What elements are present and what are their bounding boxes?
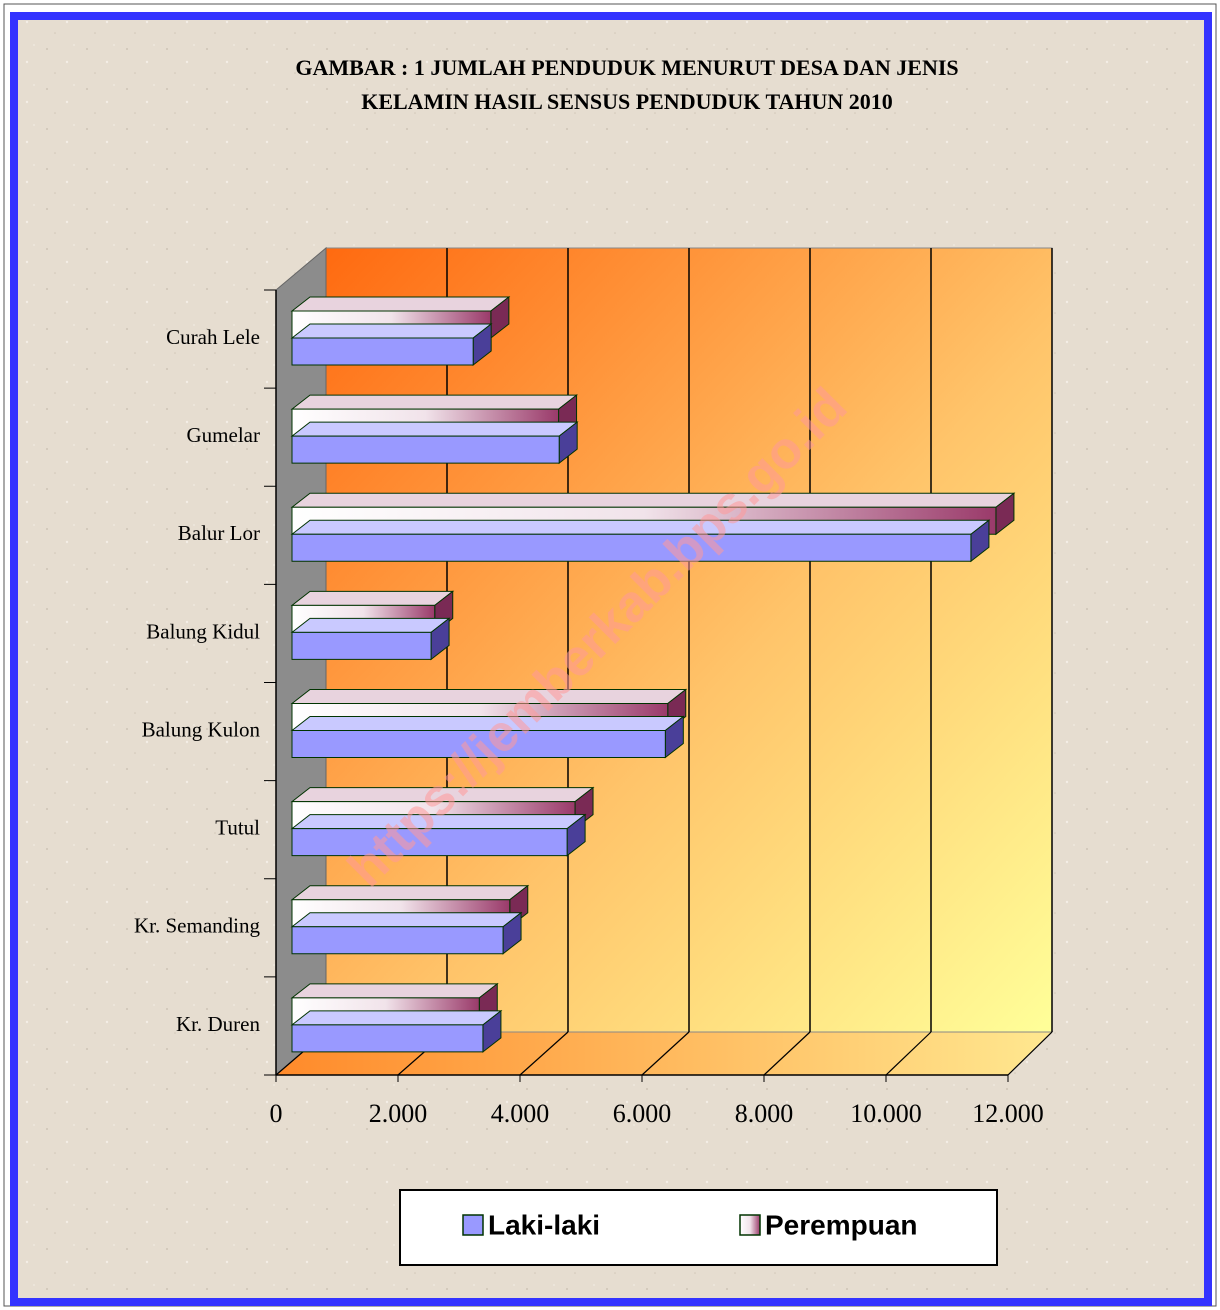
x-tick-label: 12.000	[972, 1099, 1044, 1128]
y-tick-label: Kr. Semanding	[134, 914, 260, 938]
chart-title: KELAMIN HASIL SENSUS PENDUDUK TAHUN 2010	[361, 89, 893, 114]
x-tick-label: 4.000	[491, 1099, 550, 1128]
bar-top	[290, 617, 451, 633]
floor-line	[519, 1031, 569, 1076]
bar-top	[290, 492, 1016, 508]
bar-top	[290, 1010, 503, 1026]
x-tick-label: 0	[270, 1099, 283, 1128]
x-tick-label: 10.000	[850, 1099, 922, 1128]
bar	[291, 1024, 484, 1053]
bar-top	[290, 421, 579, 437]
legend-swatch	[462, 1214, 484, 1236]
legend-label: Laki-laki	[488, 1209, 600, 1240]
bar	[291, 337, 474, 366]
bar	[291, 631, 432, 660]
bar-top	[290, 689, 688, 704]
bar	[291, 926, 504, 955]
floor-line	[763, 1031, 811, 1076]
bar-top	[290, 296, 511, 312]
bar-top	[290, 590, 455, 606]
legend	[399, 1189, 998, 1266]
bar-top	[290, 519, 991, 535]
plot: 0 2.000 4.000 6.000 8.000 10.000 12.000 Curah L…	[134, 248, 1053, 1128]
y-tick-label: Balung Kidul	[146, 619, 260, 643]
bar-top	[290, 912, 523, 928]
legend-swatch	[739, 1214, 761, 1236]
floor-line	[641, 1031, 690, 1076]
floor-line	[885, 1031, 932, 1076]
x-tick-label: 8.000	[735, 1099, 794, 1128]
y-tick-label: Curah Lele	[166, 325, 260, 349]
chart-title: GAMBAR : 1 JUMLAH PENDUDUK MENURUT DESA …	[295, 55, 958, 80]
bar-top	[290, 394, 579, 410]
bar	[291, 828, 568, 857]
legend-label: Perempuan	[765, 1209, 918, 1240]
bar	[291, 435, 560, 464]
y-tick-label: Gumelar	[187, 423, 260, 447]
bar-top	[290, 983, 499, 999]
bar-top	[290, 885, 530, 901]
bar	[291, 533, 972, 562]
bar	[291, 730, 666, 758]
x-tick-label: 6.000	[613, 1099, 672, 1128]
y-tick-label: Kr. Duren	[176, 1012, 260, 1036]
floor-line	[1007, 1031, 1053, 1076]
bar-top	[290, 323, 493, 339]
x-tick-label: 2.000	[369, 1099, 428, 1128]
y-tick-label: Tutul	[215, 816, 260, 840]
y-tick-label: Balung Kulon	[142, 717, 261, 741]
y-tick-label: Balur Lor	[178, 521, 260, 545]
